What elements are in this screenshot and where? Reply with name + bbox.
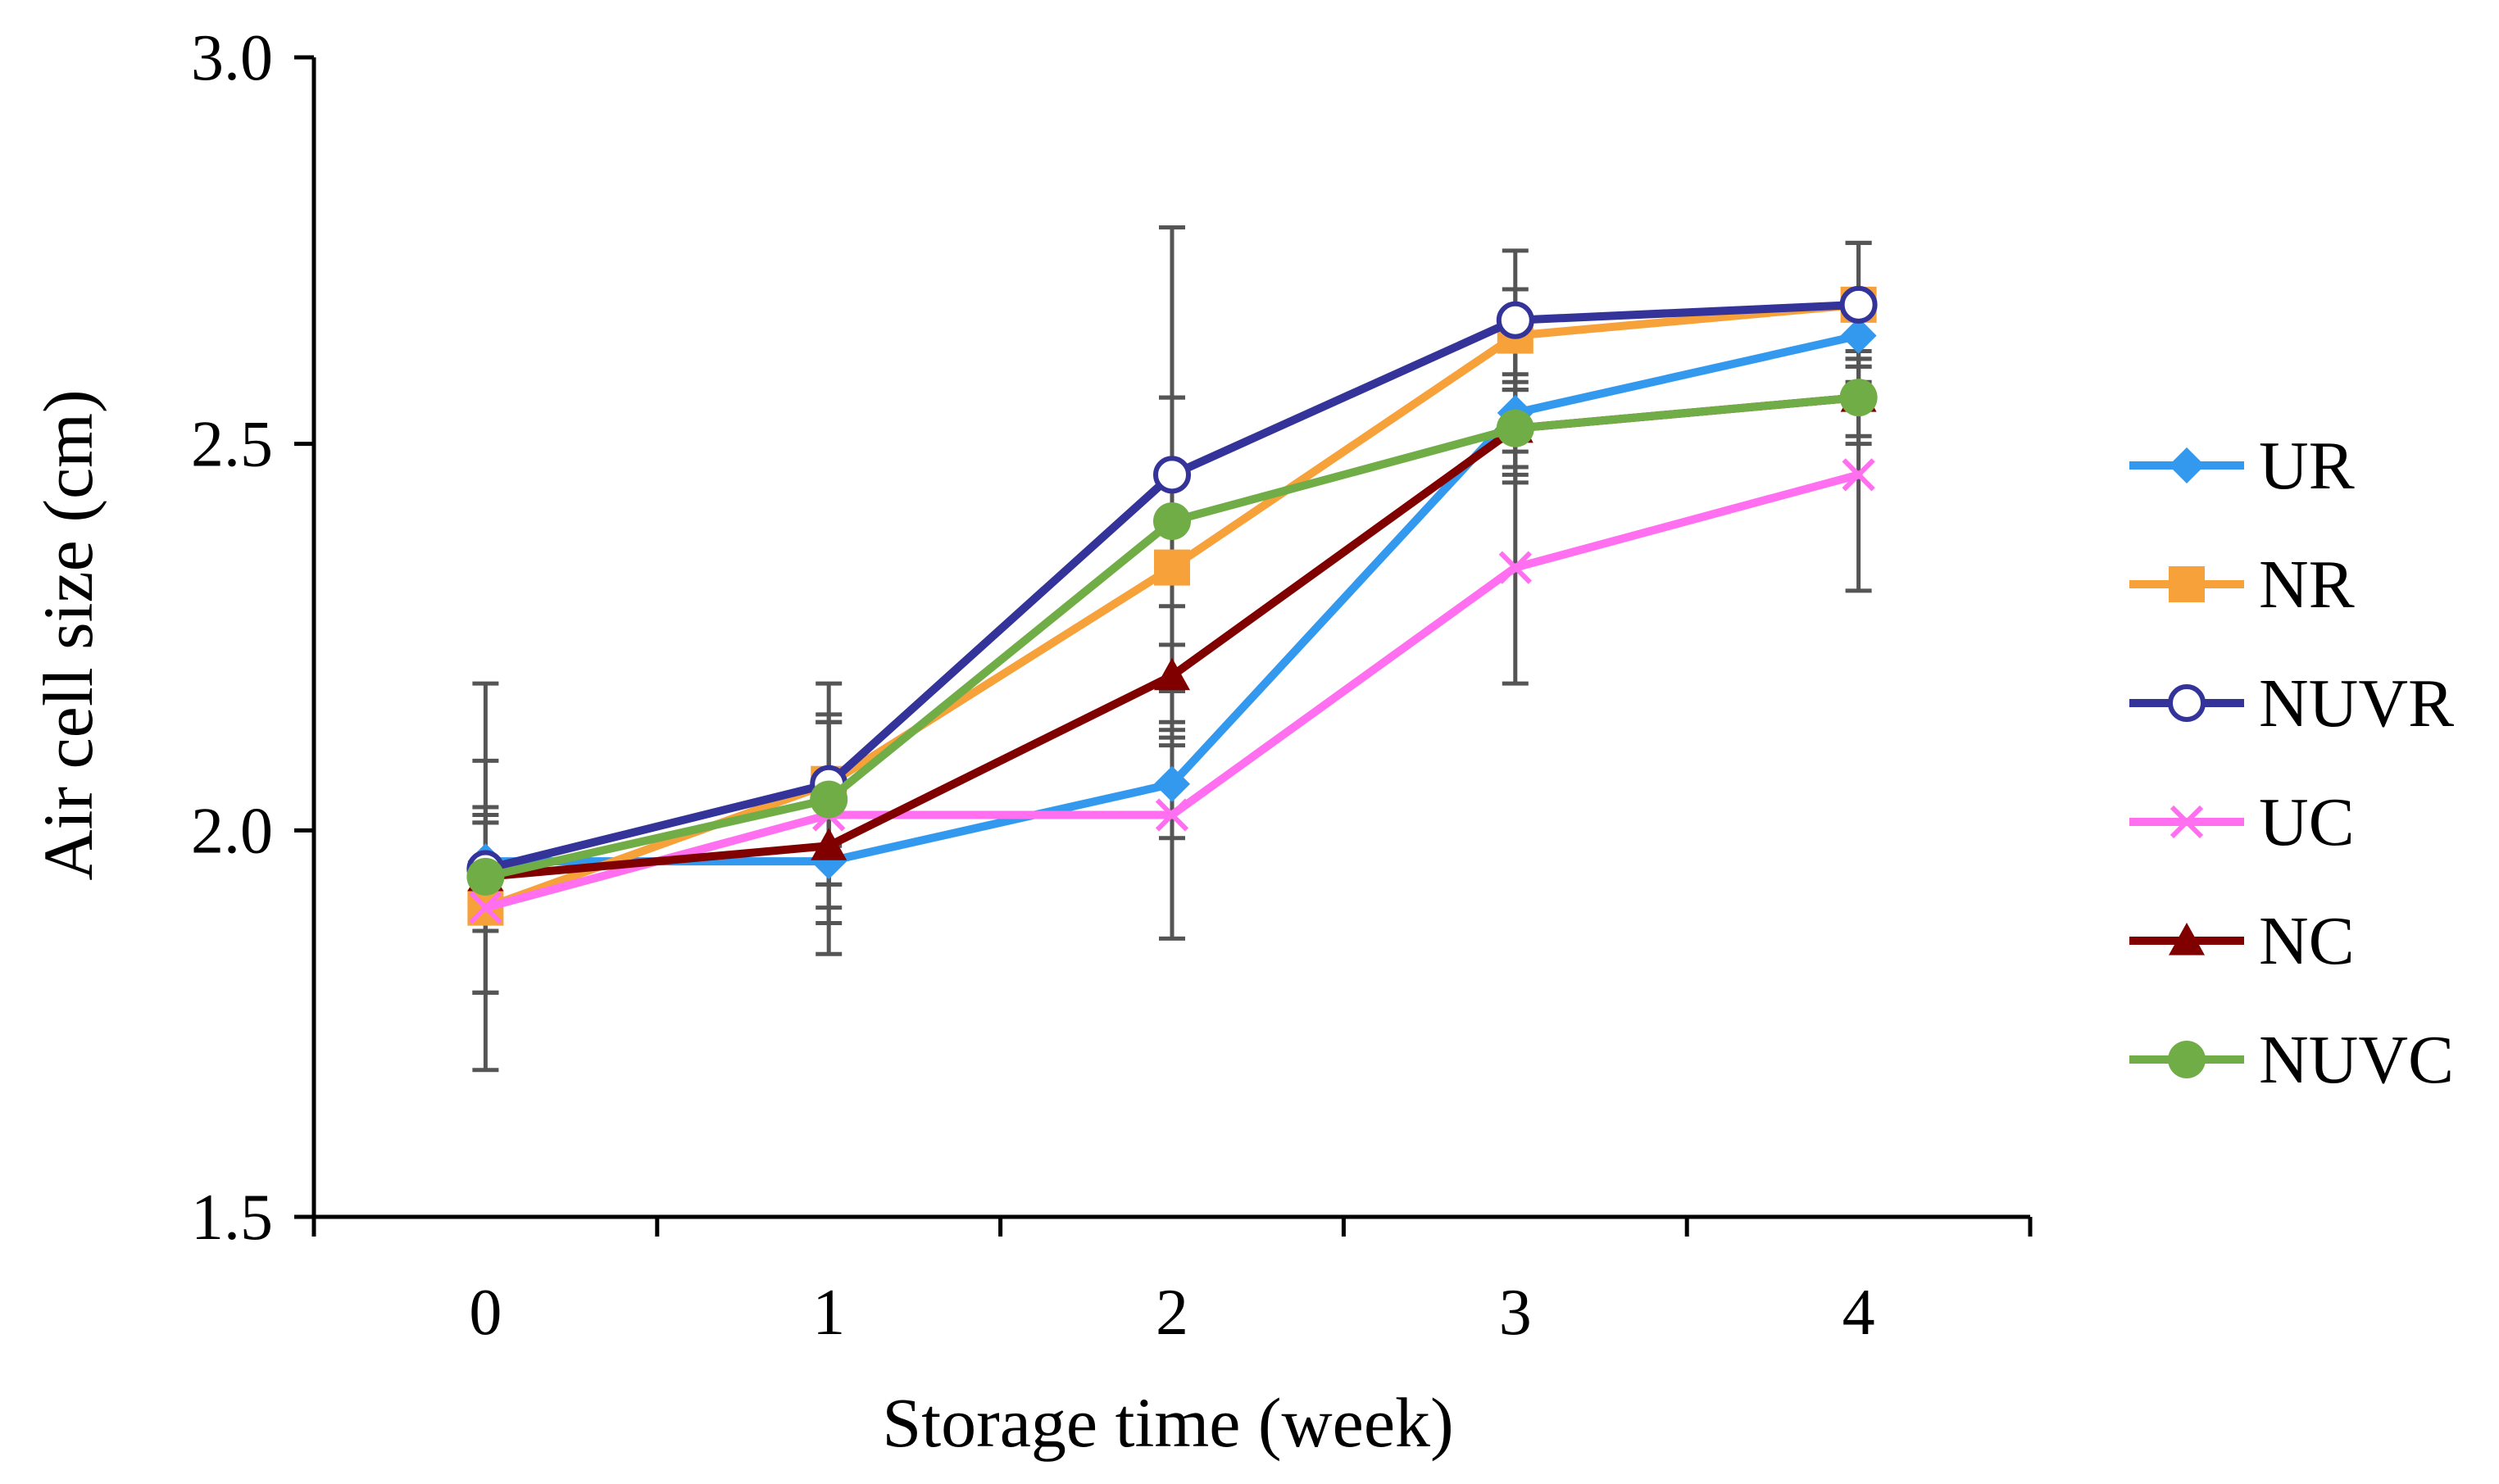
point-nuvr-3	[1496, 301, 1534, 339]
legend-marker-nuvc	[2168, 1041, 2206, 1078]
legend-item-nuvc: NUVC	[2129, 1022, 2454, 1098]
tick-labels: 1.5 2.0 2.5 3.0 0 1 2 3 4	[191, 22, 1875, 1349]
legend-label-ur: UR	[2259, 428, 2355, 504]
y-tick-label-0: 1.5	[191, 1182, 273, 1254]
legend-item-ur: UR	[2129, 428, 2355, 504]
point-nuvc-3	[1496, 409, 1534, 447]
legend-item-nr: NR	[2129, 547, 2355, 623]
legend-item-nc: NC	[2129, 903, 2355, 979]
point-nuvr-4	[1839, 285, 1878, 324]
chart-legend: UR NR NUVR UC NC NUVC	[2129, 428, 2454, 1098]
legend-marker-nr	[2169, 566, 2205, 602]
point-nuvc-4	[1839, 379, 1878, 417]
chart-series	[466, 285, 1878, 926]
legend-marker-nc	[2169, 923, 2205, 955]
point-nuvc-2	[1153, 502, 1191, 540]
error-bars	[472, 225, 1872, 1073]
point-nc-2	[1154, 657, 1190, 691]
y-tick-label-2: 2.5	[191, 409, 273, 481]
legend-label-nc: NC	[2259, 903, 2355, 979]
point-nr-2	[1154, 549, 1190, 586]
x-tick-label-2: 2	[1156, 1277, 1188, 1349]
legend-marker-nuvr	[2168, 684, 2206, 722]
chart-axes	[294, 55, 2033, 1237]
point-ur-2	[1154, 765, 1190, 802]
legend-item-nuvr: NUVR	[2129, 665, 2454, 742]
x-tick-label-3: 3	[1499, 1277, 1532, 1349]
point-nuvc-1	[810, 780, 848, 819]
legend-marker-ur	[2169, 447, 2205, 483]
point-nuvr-2	[1153, 456, 1191, 494]
legend-label-nuvr: NUVR	[2259, 665, 2454, 742]
y-tick-label-1: 2.0	[191, 795, 273, 867]
legend-label-nr: NR	[2259, 547, 2355, 623]
point-uc-3	[1498, 551, 1532, 584]
x-tick-label-4: 4	[1842, 1277, 1875, 1349]
point-uc-0	[469, 891, 502, 924]
x-tick-label-1: 1	[812, 1277, 845, 1349]
legend-label-uc: UC	[2259, 784, 2355, 860]
legend-label-nuvc: NUVC	[2259, 1022, 2454, 1098]
point-nuvc-0	[466, 857, 505, 896]
point-ur-4	[1840, 317, 1877, 354]
point-nc-1	[811, 828, 847, 860]
legend-marker-uc	[2170, 805, 2204, 839]
point-uc-4	[1842, 458, 1875, 492]
y-axis-title: Air cell size (cm)	[29, 389, 107, 880]
legend-item-uc: UC	[2129, 784, 2355, 860]
x-axis-title: Storage time (week)	[882, 1383, 1453, 1462]
x-tick-label-0: 0	[469, 1277, 502, 1349]
point-uc-2	[1155, 798, 1189, 832]
y-tick-label-3: 3.0	[191, 22, 273, 94]
